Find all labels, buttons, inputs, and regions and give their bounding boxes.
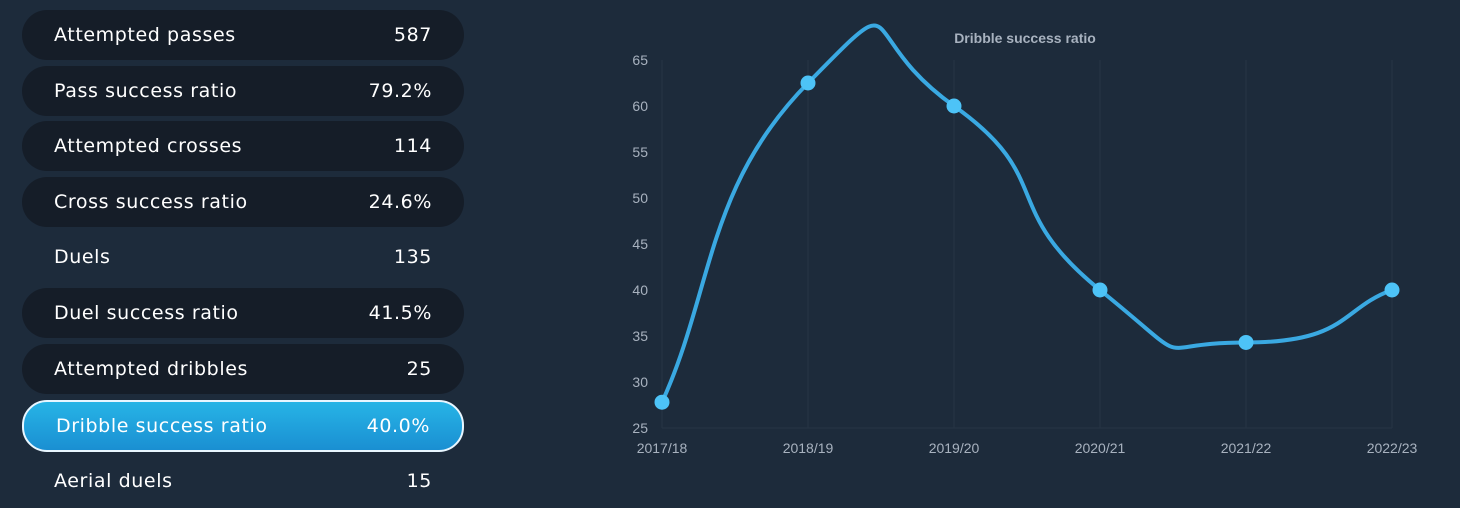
stat-value: 25	[406, 358, 432, 380]
stat-row-pass-success-ratio[interactable]: Pass success ratio 79.2%	[22, 66, 464, 116]
stat-value: 40.0%	[366, 415, 430, 437]
data-point-2019-20[interactable]	[946, 98, 962, 114]
data-point-2022-23[interactable]	[1384, 282, 1400, 298]
stat-label: Attempted dribbles	[54, 358, 248, 380]
x-tick-label: 2021/22	[1221, 440, 1272, 456]
stat-row-attempted-crosses[interactable]: Attempted crosses 114	[22, 121, 464, 171]
dribble-success-line-chart: 25 30 35 40 45 50 55 60 65 2017/18 2018/19 2019/20 2…	[632, 23, 1418, 456]
stat-row-dribble-success-ratio[interactable]: Dribble success ratio 40.0%	[22, 400, 464, 452]
x-tick-label: 2018/19	[783, 440, 834, 456]
data-point-2017-18[interactable]	[654, 394, 670, 410]
stat-label: Attempted passes	[54, 24, 236, 46]
chart-title: Dribble success ratio	[954, 30, 1096, 46]
stat-value: 114	[393, 135, 432, 157]
stat-row-cross-success-ratio[interactable]: Cross success ratio 24.6%	[22, 177, 464, 227]
y-tick-label: 25	[632, 420, 648, 436]
stat-value: 24.6%	[368, 191, 432, 213]
data-point-2020-21[interactable]	[1092, 282, 1108, 298]
stat-label: Aerial duels	[54, 470, 173, 492]
y-tick-label: 50	[632, 190, 648, 206]
chart-area: Dribble success ratio 25 30 35 40 45 50 55 60 65…	[600, 0, 1460, 508]
stat-value: 41.5%	[368, 302, 432, 324]
stat-row-duel-success-ratio[interactable]: Duel success ratio 41.5%	[22, 288, 464, 338]
stat-value: 79.2%	[368, 80, 432, 102]
y-tick-label: 45	[632, 236, 648, 252]
y-tick-label: 60	[632, 98, 648, 114]
stat-label: Duels	[54, 246, 111, 268]
stat-row-duels[interactable]: Duels 135	[22, 232, 464, 282]
y-tick-label: 35	[632, 328, 648, 344]
stat-label: Attempted crosses	[54, 135, 243, 157]
stat-row-attempted-dribbles[interactable]: Attempted dribbles 25	[22, 344, 464, 394]
y-tick-label: 65	[632, 52, 648, 68]
stat-label: Cross success ratio	[54, 191, 248, 213]
stat-value: 587	[393, 24, 432, 46]
y-tick-label: 40	[632, 282, 648, 298]
stat-label: Duel success ratio	[54, 302, 239, 324]
stat-value: 135	[393, 246, 432, 268]
stat-label: Dribble success ratio	[56, 415, 268, 437]
x-tick-label: 2022/23	[1367, 440, 1418, 456]
data-point-2021-22[interactable]	[1238, 334, 1254, 350]
stat-label: Pass success ratio	[54, 80, 238, 102]
data-point-2018-19[interactable]	[800, 75, 816, 91]
x-tick-label: 2017/18	[637, 440, 688, 456]
stat-row-aerial-duels[interactable]: Aerial duels 15	[22, 456, 464, 506]
stat-value: 15	[406, 470, 432, 492]
series-line	[660, 23, 1394, 405]
x-tick-label: 2019/20	[929, 440, 980, 456]
stat-row-attempted-passes[interactable]: Attempted passes 587	[22, 10, 464, 60]
y-tick-label: 30	[632, 374, 648, 390]
y-tick-label: 55	[632, 144, 648, 160]
x-tick-label: 2020/21	[1075, 440, 1126, 456]
